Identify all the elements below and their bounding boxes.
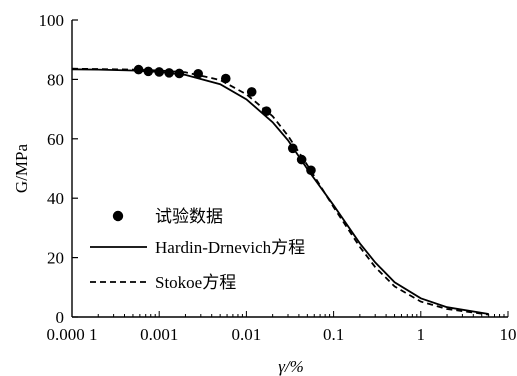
- data-point: [193, 68, 203, 79]
- legend-label: 试验数据: [155, 207, 223, 226]
- x-tick-label: 0.1: [323, 325, 344, 344]
- stokoe-curve: [71, 67, 489, 316]
- x-tick-label: 10: [500, 325, 517, 344]
- x-tick-label: 0.01: [232, 325, 262, 344]
- series-layer: [71, 64, 489, 316]
- legend-label: Hardin-Drnevich方程: [155, 238, 305, 257]
- x-tick-label: 0.001: [140, 325, 178, 344]
- x-tick-label: 0.000 1: [47, 325, 98, 344]
- y-tick-label: 100: [39, 11, 65, 30]
- axes: 0 20 40 60 80 100 0.000 1 0.001 0.01 0.1 1 10 γ/% G/M…: [12, 11, 517, 376]
- y-tick-label: 40: [47, 189, 64, 208]
- y-tick-label: 20: [47, 249, 64, 268]
- data-point: [246, 87, 257, 97]
- data-point: [306, 165, 316, 176]
- legend: 试验数据 Hardin-Drnevich方程 Stokoe方程: [90, 207, 305, 292]
- data-point: [133, 64, 144, 75]
- y-tick-label: 80: [47, 70, 64, 89]
- hardin-drnevich-curve: [71, 68, 489, 315]
- y-tick-label: 60: [47, 130, 64, 149]
- legend-label: Stokoe方程: [155, 273, 236, 292]
- y-tick-label: 0: [56, 308, 65, 327]
- x-axis-title: γ/%: [278, 357, 304, 376]
- x-tick-label: 1: [417, 325, 426, 344]
- y-axis-title: G/MPa: [12, 143, 31, 193]
- legend-marker-scatter: [112, 210, 124, 222]
